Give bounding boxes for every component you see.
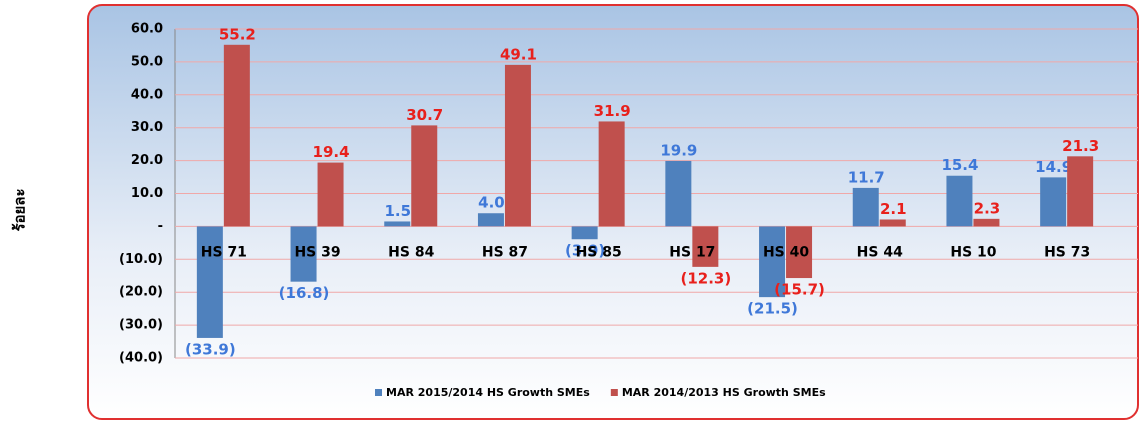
data-label: (33.9) — [185, 340, 236, 358]
x-tick-label: HS 40 — [763, 244, 809, 260]
data-label: (21.5) — [747, 300, 798, 318]
x-tick-label: HS 39 — [294, 244, 340, 260]
y-axis-label: ร้อยละ — [11, 188, 29, 231]
x-tick-label: HS 85 — [576, 244, 622, 260]
data-label: 11.7 — [848, 168, 885, 186]
x-tick-label: HS 44 — [857, 244, 903, 260]
legend-label: MAR 2014/2013 HS Growth SMEs — [622, 386, 826, 399]
bar — [504, 64, 531, 227]
bar — [946, 175, 973, 227]
data-label: 21.3 — [1062, 137, 1099, 155]
y-tick-label: (30.0) — [119, 318, 163, 333]
data-label: 19.4 — [313, 143, 350, 161]
bar — [384, 221, 411, 227]
y-tick-label: (20.0) — [119, 285, 163, 300]
legend-swatch — [610, 389, 618, 396]
bar — [973, 218, 1000, 227]
data-label: 55.2 — [219, 25, 256, 43]
y-tick-label: (10.0) — [119, 252, 163, 267]
y-tick-label: 30.0 — [131, 120, 163, 135]
bar — [317, 162, 344, 227]
data-label: 49.1 — [500, 45, 537, 63]
data-label: (16.8) — [279, 284, 330, 302]
bar — [196, 226, 223, 338]
bar — [852, 187, 879, 227]
bar — [571, 226, 598, 240]
x-tick-label: HS 17 — [669, 244, 715, 260]
y-tick-label: 40.0 — [131, 87, 163, 102]
x-tick-label: HS 87 — [482, 244, 528, 260]
y-tick-label: 60.0 — [131, 22, 163, 37]
y-tick-label: 20.0 — [131, 153, 163, 168]
bar — [1067, 156, 1094, 227]
bar — [879, 219, 906, 227]
bar — [1040, 177, 1067, 227]
data-label: 31.9 — [594, 102, 631, 120]
x-tick-label: HS 84 — [388, 244, 434, 260]
bar — [692, 226, 719, 267]
legend-label: MAR 2015/2014 HS Growth SMEs — [386, 386, 590, 399]
bar — [665, 160, 692, 227]
data-label: (15.7) — [774, 281, 825, 299]
data-label: (3.9) — [565, 242, 605, 260]
bar — [223, 44, 250, 227]
data-label: 30.7 — [406, 106, 443, 124]
data-label: 2.3 — [974, 199, 1001, 217]
bar — [598, 121, 625, 227]
x-tick-label: HS 10 — [950, 244, 996, 260]
data-label: (12.3) — [680, 269, 731, 287]
data-label: 2.1 — [880, 200, 907, 218]
bar — [786, 226, 813, 279]
x-tick-label: HS 73 — [1044, 244, 1090, 260]
data-label: 15.4 — [941, 156, 978, 174]
legend-swatch — [375, 389, 382, 396]
bar — [290, 226, 317, 282]
data-label: 1.5 — [384, 202, 411, 220]
data-label: 4.0 — [478, 194, 505, 212]
bar — [759, 226, 786, 298]
y-tick-label: 50.0 — [131, 54, 163, 69]
y-tick-label: (40.0) — [119, 351, 163, 366]
bar — [411, 125, 438, 227]
y-tick-label: 10.0 — [131, 186, 163, 201]
data-label: 14.9 — [1035, 158, 1072, 176]
data-label: 19.9 — [660, 141, 697, 159]
x-tick-label: HS 71 — [201, 244, 247, 260]
y-tick-label: - — [158, 219, 163, 234]
bar — [477, 213, 504, 227]
